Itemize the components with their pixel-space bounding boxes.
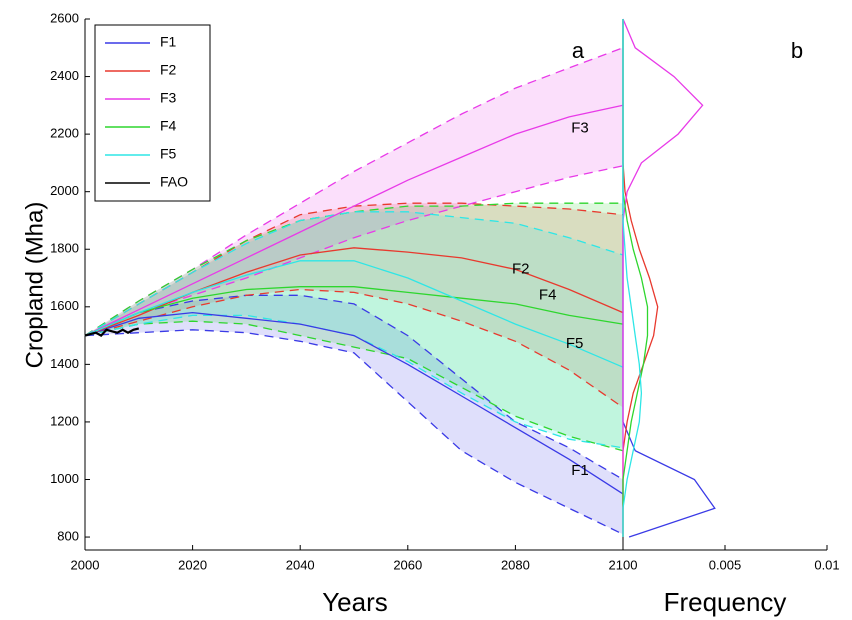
y-tick-label: 1800 xyxy=(50,241,79,256)
y-tick-label: 2600 xyxy=(50,10,79,25)
legend-label: F1 xyxy=(160,34,177,50)
x-tick-label: 2000 xyxy=(71,557,100,572)
legend-label: F3 xyxy=(160,90,177,106)
panel-label: a xyxy=(572,38,585,63)
legend-label: F4 xyxy=(160,118,177,134)
annotation: F2 xyxy=(512,260,530,277)
series-line xyxy=(84,327,140,337)
annotation: F4 xyxy=(539,286,557,303)
density-line xyxy=(622,18,704,537)
legend-label: F5 xyxy=(160,146,177,162)
y-axis-label: Cropland (Mha) xyxy=(21,202,48,369)
bound-line xyxy=(84,288,624,409)
x-axis-label: Years xyxy=(322,587,388,617)
bound-line xyxy=(84,329,624,535)
bound-line xyxy=(84,202,623,337)
y-tick-label: 1600 xyxy=(50,298,79,313)
uncertainty-band xyxy=(85,203,623,451)
series-line xyxy=(84,104,624,337)
bound-line xyxy=(84,294,624,481)
x-tick-label: 0.01 xyxy=(814,557,839,572)
series-line xyxy=(84,286,624,337)
annotation: F5 xyxy=(566,335,584,352)
series-line xyxy=(84,247,624,337)
y-tick-label: 2000 xyxy=(50,183,79,198)
y-tick-label: 1200 xyxy=(50,413,79,428)
x-tick-label: 2060 xyxy=(393,557,422,572)
uncertainty-band xyxy=(85,47,623,336)
bound-line xyxy=(84,320,624,452)
x-tick-label: 2020 xyxy=(178,557,207,572)
annotation: F1 xyxy=(571,462,589,479)
density-line xyxy=(622,19,643,537)
density-line xyxy=(622,19,716,538)
legend-label: FAO xyxy=(160,174,188,190)
panel-label: b xyxy=(791,38,803,63)
x-tick-label: 0.005 xyxy=(709,557,742,572)
annotation: F3 xyxy=(571,119,589,136)
uncertainty-band xyxy=(85,203,623,408)
y-tick-label: 1000 xyxy=(50,471,79,486)
legend-box xyxy=(94,24,211,202)
series-line xyxy=(84,260,624,368)
bound-line xyxy=(84,165,624,337)
y-tick-label: 2200 xyxy=(50,126,79,141)
legend-label: F2 xyxy=(160,62,177,78)
uncertainty-band xyxy=(85,295,623,535)
series-line xyxy=(84,311,624,495)
x-tick-label: 2100 xyxy=(609,557,638,572)
y-tick-label: 800 xyxy=(57,528,79,543)
y-tick-label: 1400 xyxy=(50,356,79,371)
x-tick-label: 2040 xyxy=(286,557,315,572)
x-tick-label: 2080 xyxy=(501,557,530,572)
y-tick-label: 2400 xyxy=(50,68,79,83)
frequency-axis-label: Frequency xyxy=(664,587,787,617)
